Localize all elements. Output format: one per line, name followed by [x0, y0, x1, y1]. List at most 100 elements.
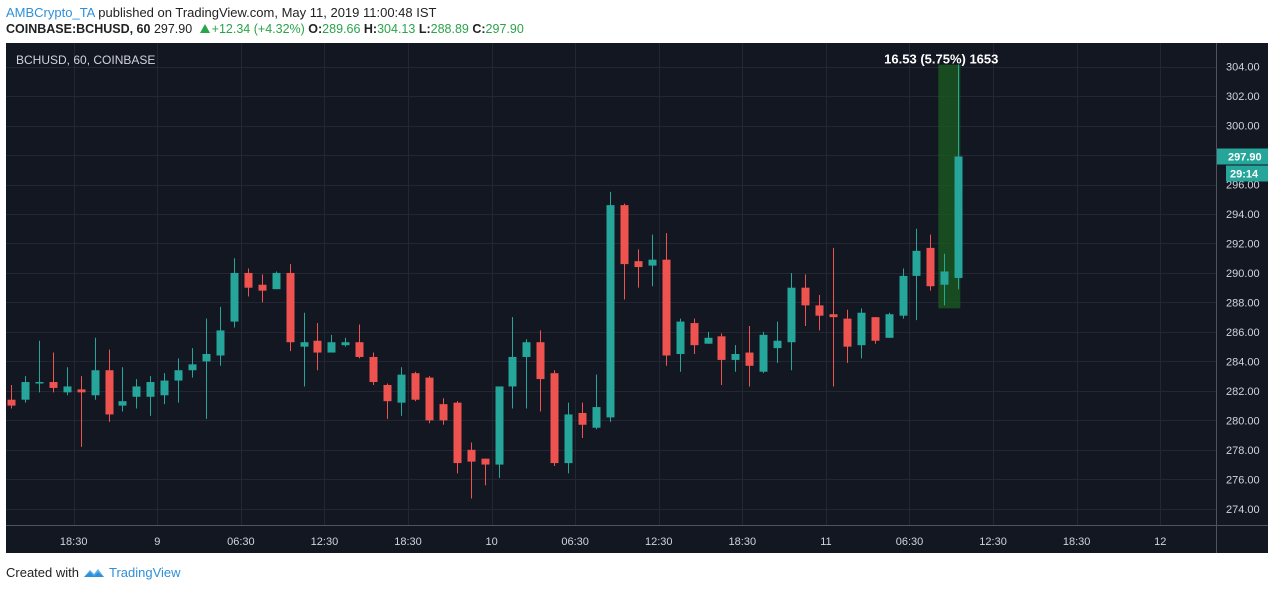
candle-body [481, 458, 490, 465]
candle-body [355, 342, 364, 357]
author-link[interactable]: AMBCrypto_TA [6, 5, 95, 20]
candle-body [383, 384, 392, 402]
candle-body [606, 205, 615, 418]
close-value: 297.90 [485, 22, 524, 36]
symbol-info-line: COINBASE:BCHUSD, 60 297.90 +12.34 (+4.32… [6, 22, 524, 36]
candle-body [160, 380, 169, 396]
up-arrow-icon [199, 24, 210, 33]
low-label: L: [418, 22, 431, 36]
candle-body [495, 386, 504, 465]
candle-body [327, 342, 336, 353]
last-price-tag [1217, 148, 1268, 165]
price-tick-label: 284.00 [1226, 356, 1260, 368]
candle-body [467, 449, 476, 462]
candle-body [272, 272, 281, 290]
time-tick-label: 18:30 [729, 536, 757, 548]
candle-body [132, 386, 141, 397]
price-tick-label: 286.00 [1226, 327, 1260, 339]
chart-title: BCHUSD, 60, COINBASE [16, 53, 155, 67]
price-axis[interactable]: 274.00 276.00 278.00 280.00 282.00 284.00 286.… [1226, 62, 1260, 516]
time-tick-label: 06:30 [896, 536, 924, 548]
candle-body [731, 354, 740, 360]
open-label: O: [308, 22, 323, 36]
candle-body [244, 272, 253, 288]
candle-body [787, 287, 796, 343]
candle-body [745, 352, 754, 366]
candles [7, 64, 963, 499]
low-value: 288.89 [430, 22, 469, 36]
candle-body [717, 336, 726, 360]
candle-body [91, 370, 100, 396]
candle-body [174, 370, 183, 381]
price-tick-label: 294.00 [1226, 209, 1260, 221]
candle-body [592, 407, 601, 428]
candle-body [313, 340, 322, 353]
time-tick-label: 06:30 [561, 536, 589, 548]
candle-body [940, 271, 949, 285]
candle-body [871, 317, 880, 341]
published-text: published on TradingView.com, May 11, 20… [98, 5, 437, 20]
candle-body [77, 389, 86, 393]
candle-body [397, 374, 406, 403]
candle-body [105, 370, 114, 415]
time-tick-label: 9 [154, 536, 160, 548]
time-tick-label: 12:30 [311, 536, 339, 548]
candle-body [564, 414, 573, 464]
time-tick-label: 18:30 [60, 536, 88, 548]
candle-body [801, 287, 810, 306]
candle-body [843, 318, 852, 347]
time-tick-label: 06:30 [227, 536, 255, 548]
candle-body [146, 382, 155, 397]
high-label: H: [363, 22, 378, 36]
candle-body [773, 340, 782, 349]
candle-body [118, 401, 127, 406]
tradingview-logo-icon [83, 568, 104, 577]
candle-body [411, 373, 420, 400]
candle-body [439, 404, 448, 421]
price-tick-label: 296.00 [1226, 180, 1260, 192]
candle-body [620, 205, 629, 265]
price-tick-label: 300.00 [1226, 121, 1260, 133]
candle-body [258, 284, 267, 291]
candle-body [300, 342, 309, 347]
time-tick-label: 10 [485, 536, 497, 548]
candle-body [286, 272, 295, 343]
candle-body [341, 342, 350, 346]
price-tick-label: 274.00 [1226, 504, 1260, 516]
countdown-tag [1226, 165, 1268, 182]
candle-body [202, 354, 211, 362]
last-price-tag-label: 297.90 [1228, 151, 1262, 163]
time-tick-label: 18:30 [394, 536, 422, 548]
candle-body [63, 386, 72, 393]
candle-body [7, 399, 16, 406]
price-tick-label: 288.00 [1226, 297, 1260, 309]
candle-body [899, 275, 908, 316]
price-tick-label: 282.00 [1226, 386, 1260, 398]
time-tick-label: 12 [1154, 536, 1166, 548]
candle-body [759, 334, 768, 372]
candle-body [954, 156, 963, 278]
tradingview-link[interactable]: TradingView [108, 565, 181, 580]
price-tick-label: 276.00 [1226, 474, 1260, 486]
candle-body [704, 337, 713, 344]
candle-body [912, 250, 921, 276]
price-tick-label: 292.00 [1226, 238, 1260, 250]
candle-body [634, 261, 643, 268]
candle-body [453, 402, 462, 464]
publish-info: AMBCrypto_TA published on TradingView.co… [6, 5, 436, 20]
close-label: C: [472, 22, 486, 36]
candle-body [662, 259, 671, 356]
candle-body [578, 412, 587, 425]
last-price: 297.90 [153, 22, 193, 36]
measure-label: 16.53 (5.75%) 1653 [884, 52, 998, 67]
candle-body [815, 305, 824, 316]
chart-background [6, 43, 1268, 553]
candle-body [49, 382, 58, 388]
time-tick-label: 12:30 [645, 536, 673, 548]
time-axis[interactable]: 18:30 9 06:30 12:30 18:30 10 06:30 12:30 18:30 11… [60, 536, 1166, 548]
symbol-label: COINBASE:BCHUSD, 60 [6, 22, 151, 36]
candle-body [926, 247, 935, 287]
countdown-tag-label: 29:14 [1230, 168, 1259, 180]
price-tick-label: 304.00 [1226, 62, 1260, 74]
